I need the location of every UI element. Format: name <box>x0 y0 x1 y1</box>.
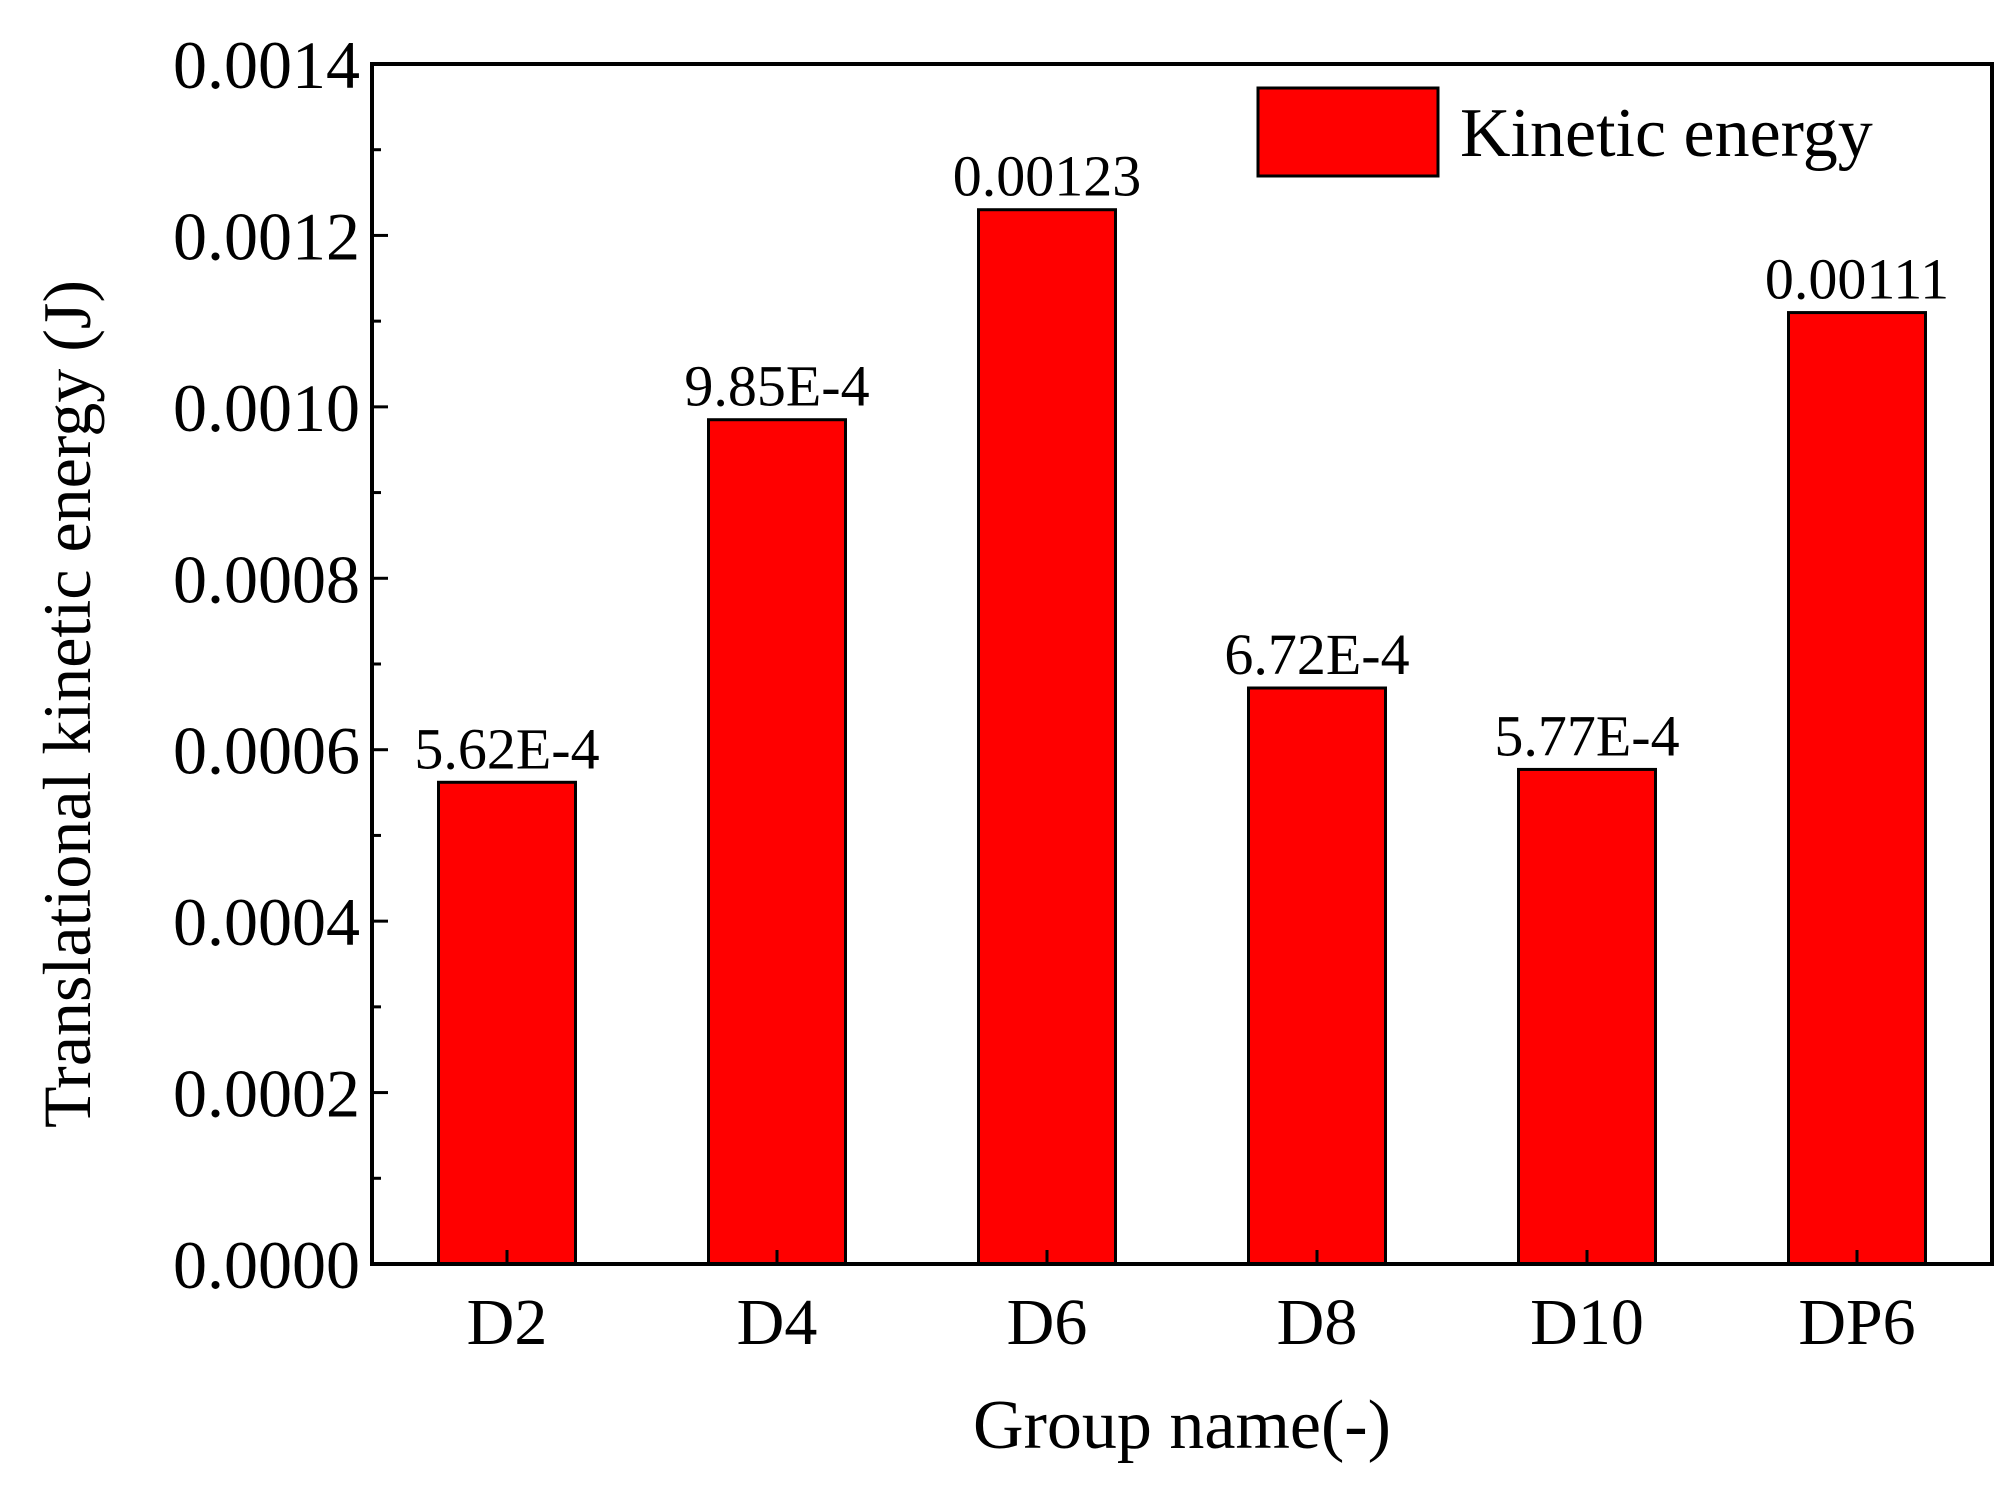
x-tick-label-d8: D8 <box>1277 1286 1358 1359</box>
y-tick-label: 0.0010 <box>173 370 360 446</box>
bar-dp6 <box>1787 311 1927 1266</box>
x-tick-label-d10: D10 <box>1530 1286 1644 1359</box>
x-axis-label: Group name(-) <box>973 1387 1391 1464</box>
plot-frame <box>370 62 1994 1266</box>
bar-d4 <box>707 418 847 1266</box>
x-tick-label-dp6: DP6 <box>1798 1286 1915 1359</box>
x-tick-label-d6: D6 <box>1007 1286 1088 1359</box>
value-labels-layer: 5.62E-4 9.85E-4 0.00123 6.72E-4 5.77E-4 0.001… <box>414 144 1949 782</box>
y-tick-label: 0.0014 <box>173 27 360 103</box>
bars-layer <box>437 208 1927 1266</box>
value-label-dp6: 0.00111 <box>1765 247 1949 312</box>
bar-d8 <box>1247 686 1387 1266</box>
y-tick-label: 0.0006 <box>173 713 360 789</box>
value-label-d8: 6.72E-4 <box>1224 622 1409 687</box>
legend: Kinetic energy <box>1256 86 1873 178</box>
x-tick-label-d4: D4 <box>737 1286 818 1359</box>
bar-d2 <box>437 780 577 1266</box>
value-label-d2: 5.62E-4 <box>414 716 599 781</box>
value-label-d4: 9.85E-4 <box>684 354 869 419</box>
y-tick-label: 0.0004 <box>173 884 360 960</box>
legend-swatch <box>1256 86 1440 178</box>
value-label-d10: 5.77E-4 <box>1494 703 1679 768</box>
value-label-d6: 0.00123 <box>953 144 1142 209</box>
y-tick-label: 0.0012 <box>173 198 360 274</box>
y-tick-label: 0.0000 <box>173 1227 360 1303</box>
y-axis-label: Translational kinetic energy (J) <box>29 280 105 1128</box>
axes-layer: D2 D4 D6 D8 D10 DP6 0.0000 0.0002 0.0004 0.0006 0.… <box>173 27 1994 1359</box>
x-tick-label-d2: D2 <box>467 1286 548 1359</box>
y-tick-label: 0.0002 <box>173 1056 360 1132</box>
bar-d10 <box>1517 767 1657 1266</box>
bar-d6 <box>977 208 1117 1266</box>
legend-label: Kinetic energy <box>1460 95 1873 172</box>
y-tick-label: 0.0008 <box>173 541 360 617</box>
